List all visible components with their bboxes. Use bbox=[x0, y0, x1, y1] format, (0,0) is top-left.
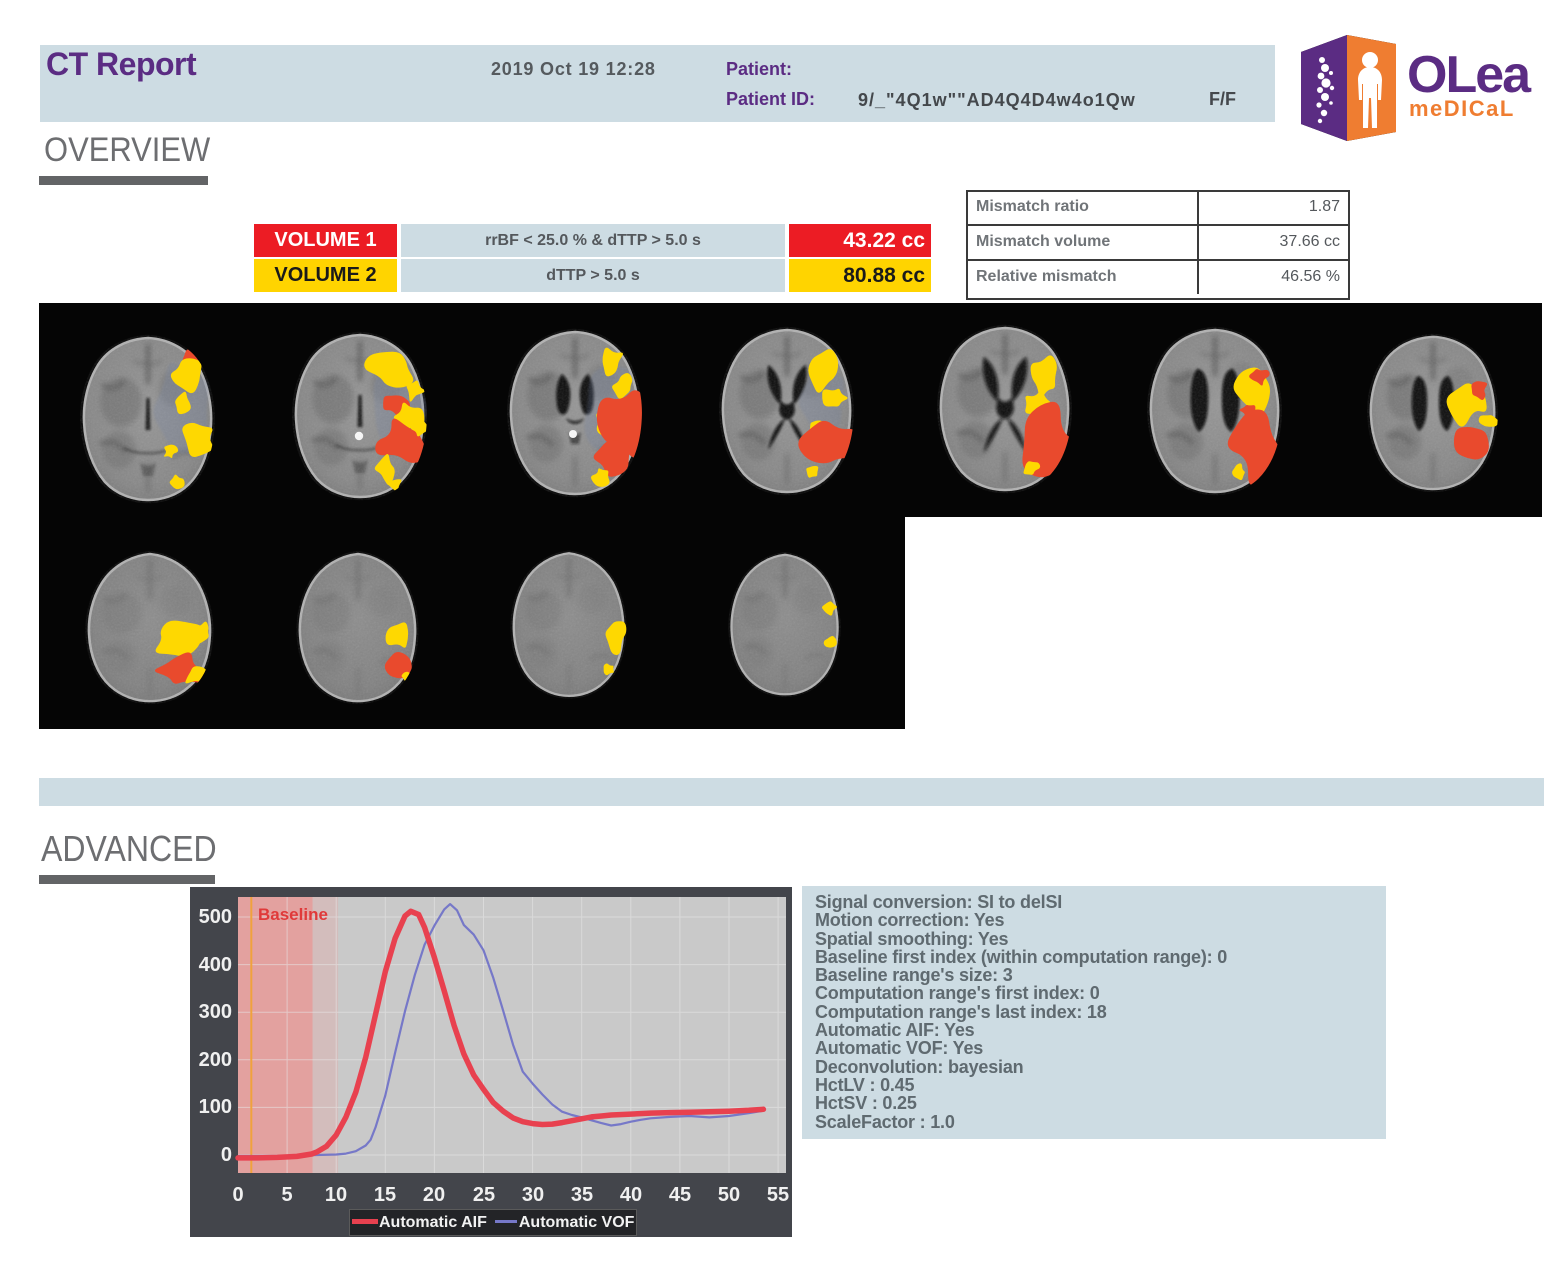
svg-text:OLea: OLea bbox=[1407, 46, 1532, 104]
svg-text:meDICaL: meDICaL bbox=[1409, 96, 1515, 121]
